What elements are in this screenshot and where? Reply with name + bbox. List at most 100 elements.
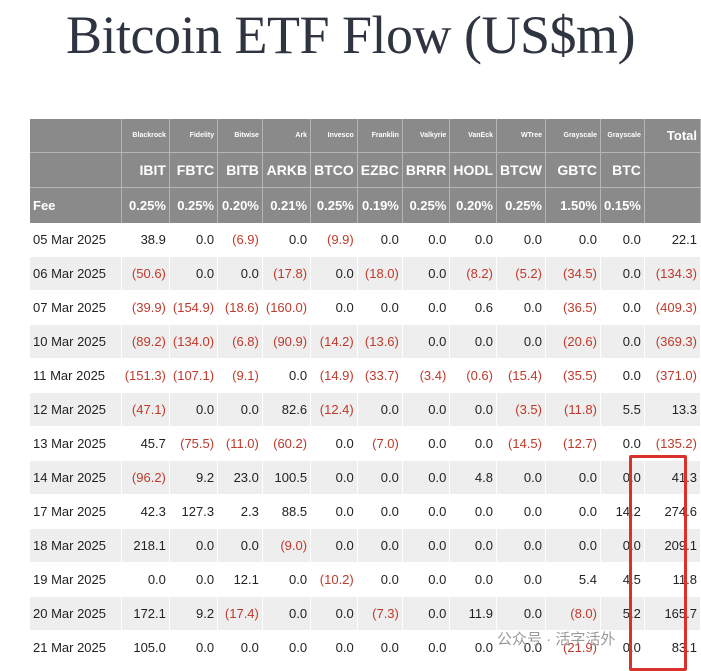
- fee-value: 0.20%: [217, 187, 263, 223]
- total-cell: 209.1: [644, 528, 701, 563]
- ticker-label: BTC: [600, 152, 645, 188]
- flow-cell: 0.0: [357, 392, 403, 427]
- flow-cell: 0.0: [545, 223, 601, 257]
- flow-cell: (8.2): [449, 256, 497, 291]
- flow-cell: 2.3: [217, 494, 263, 529]
- etf-flow-table: Blackrock Fidelity Bitwise Ark Invesco Frankl…: [30, 119, 701, 665]
- flow-cell: 0.0: [402, 630, 451, 665]
- flow-cell: 0.0: [496, 596, 546, 631]
- flow-cell: 0.6: [449, 290, 497, 325]
- flow-cell: 0.0: [169, 256, 219, 291]
- flow-cell: 5.4: [545, 562, 601, 597]
- flow-cell: 0.0: [449, 426, 497, 461]
- fee-value: 0.20%: [449, 187, 497, 223]
- table-body: 05 Mar 2025 38.9 0.0 (6.9) 0.0 (9.9) 0.0 0.0 0.0…: [30, 223, 701, 665]
- flow-cell: 4.8: [449, 460, 497, 495]
- ticker-label: IBIT: [121, 152, 170, 188]
- flow-cell: 0.0: [217, 630, 263, 665]
- flow-cell: 0.0: [402, 596, 451, 631]
- date-cell: 20 Mar 2025: [30, 596, 122, 631]
- ticker-label: BITB: [217, 152, 263, 188]
- flow-cell: 4.5: [600, 562, 645, 597]
- flow-cell: 0.0: [262, 630, 312, 665]
- flow-cell: (107.1): [169, 358, 219, 393]
- total-fee-blank: [644, 187, 701, 223]
- flow-cell: 12.1: [217, 562, 263, 597]
- flow-cell: 0.0: [262, 596, 312, 631]
- date-cell: 07 Mar 2025: [30, 290, 122, 325]
- flow-cell: (5.2): [496, 256, 546, 291]
- flow-cell: (7.3): [357, 596, 403, 631]
- issuer-label: Ark: [262, 119, 312, 153]
- date-cell: 05 Mar 2025: [30, 223, 122, 257]
- total-cell: (135.2): [644, 426, 701, 461]
- table-row: 13 Mar 2025 45.7 (75.5) (11.0) (60.2) 0.0 (7.0…: [30, 426, 701, 461]
- issuer-label: Fidelity: [169, 119, 219, 153]
- flow-cell: 0.0: [545, 528, 601, 563]
- flow-cell: (75.5): [169, 426, 219, 461]
- flow-cell: 0.0: [310, 630, 358, 665]
- flow-cell: (21.9): [545, 630, 601, 665]
- total-cell: 11.8: [644, 562, 701, 597]
- flow-cell: 0.0: [357, 630, 403, 665]
- flow-cell: 172.1: [121, 596, 170, 631]
- flow-cell: (7.0): [357, 426, 403, 461]
- total-cell: 13.3: [644, 392, 701, 427]
- flow-cell: (6.8): [217, 324, 263, 359]
- flow-cell: 5.5: [600, 392, 645, 427]
- flow-cell: 9.2: [169, 460, 219, 495]
- flow-cell: 0.0: [496, 630, 546, 665]
- flow-cell: (160.0): [262, 290, 312, 325]
- ticker-label: ARKB: [262, 152, 312, 188]
- flow-cell: (134.0): [169, 324, 219, 359]
- flow-cell: 0.0: [496, 290, 546, 325]
- total-cell: 165.7: [644, 596, 701, 631]
- flow-cell: 82.6: [262, 392, 312, 427]
- flow-cell: 0.0: [402, 494, 451, 529]
- date-cell: 21 Mar 2025: [30, 630, 122, 665]
- total-header-blank: [644, 152, 701, 188]
- table-row: 21 Mar 2025 105.0 0.0 0.0 0.0 0.0 0.0 0.0 0.0 0.0…: [30, 630, 701, 665]
- flow-cell: 0.0: [402, 528, 451, 563]
- flow-cell: (8.0): [545, 596, 601, 631]
- flow-cell: 0.0: [217, 256, 263, 291]
- flow-cell: (36.5): [545, 290, 601, 325]
- flow-cell: 0.0: [449, 630, 497, 665]
- flow-cell: (9.1): [217, 358, 263, 393]
- flow-cell: (90.9): [262, 324, 312, 359]
- flow-cell: 0.0: [402, 324, 451, 359]
- total-cell: (369.3): [644, 324, 701, 359]
- flow-cell: 0.0: [449, 494, 497, 529]
- ticker-label: HODL: [449, 152, 497, 188]
- fee-value: 0.25%: [169, 187, 219, 223]
- corner-cell: [30, 152, 122, 188]
- flow-cell: 0.0: [449, 324, 497, 359]
- flow-cell: 0.0: [600, 256, 645, 291]
- table-row: 12 Mar 2025 (47.1) 0.0 0.0 82.6 (12.4) 0.0 0.0 0…: [30, 392, 701, 427]
- issuer-label: WTree: [496, 119, 546, 153]
- flow-cell: 0.0: [310, 528, 358, 563]
- total-cell: 83.1: [644, 630, 701, 665]
- date-cell: 19 Mar 2025: [30, 562, 122, 597]
- issuer-label: Grayscale: [600, 119, 645, 153]
- ticker-label: BRRR: [402, 152, 451, 188]
- flow-cell: (14.9): [310, 358, 358, 393]
- issuer-header-row: Blackrock Fidelity Bitwise Ark Invesco Frankl…: [30, 119, 701, 153]
- flow-cell: 0.0: [402, 223, 451, 257]
- flow-cell: (47.1): [121, 392, 170, 427]
- flow-cell: 0.0: [169, 223, 219, 257]
- flow-cell: 0.0: [262, 562, 312, 597]
- table-row: 14 Mar 2025 (96.2) 9.2 23.0 100.5 0.0 0.0 0.0 4.…: [30, 460, 701, 495]
- flow-cell: (96.2): [121, 460, 170, 495]
- date-cell: 14 Mar 2025: [30, 460, 122, 495]
- ticker-label: GBTC: [545, 152, 601, 188]
- issuer-label: Grayscale: [545, 119, 601, 153]
- flow-cell: 0.0: [169, 562, 219, 597]
- table-row: 19 Mar 2025 0.0 0.0 12.1 0.0 (10.2) 0.0 0.0 0.0 0…: [30, 562, 701, 597]
- flow-cell: 42.3: [121, 494, 170, 529]
- table-row: 11 Mar 2025 (151.3) (107.1) (9.1) 0.0 (14.9)(…: [30, 358, 701, 393]
- table-row: 07 Mar 2025 (39.9) (154.9) (18.6) (160.0) 0.0…: [30, 290, 701, 325]
- flow-cell: (0.6): [449, 358, 497, 393]
- flow-cell: (12.4): [310, 392, 358, 427]
- flow-cell: 0.0: [310, 494, 358, 529]
